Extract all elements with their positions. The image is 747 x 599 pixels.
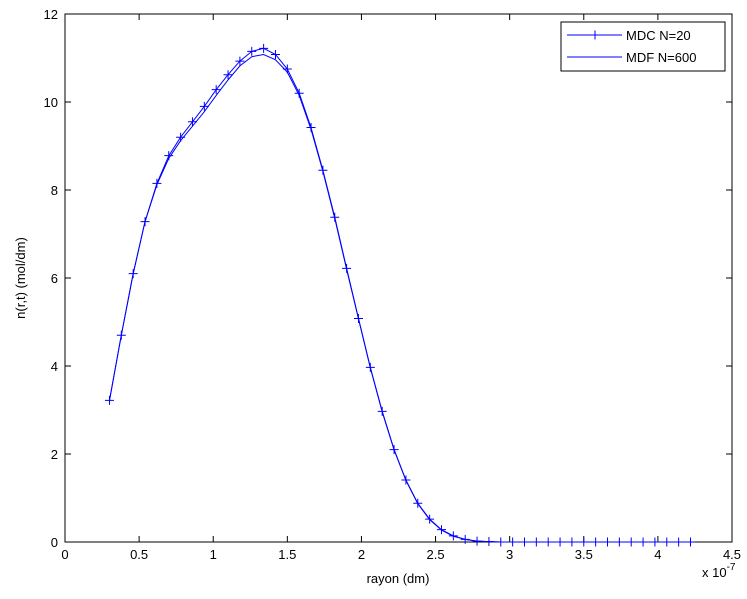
x-axis-label: rayon (dm) bbox=[367, 571, 430, 586]
x-tick-label: 3 bbox=[506, 547, 513, 562]
data-point-marker bbox=[104, 395, 114, 405]
x-tick-label: 4 bbox=[654, 547, 661, 562]
legend-label-mdf: MDF N=600 bbox=[626, 50, 696, 65]
x-tick-label: 4.5 bbox=[723, 547, 741, 562]
data-point-marker bbox=[152, 178, 162, 188]
x-tick-label: 2.5 bbox=[427, 547, 445, 562]
x-multiplier-exponent: -7 bbox=[727, 562, 736, 573]
x-tick-label: 0 bbox=[61, 547, 68, 562]
y-tick-label: 8 bbox=[51, 183, 58, 198]
y-tick-label: 4 bbox=[51, 359, 58, 374]
legend-marker-mdc bbox=[590, 30, 600, 40]
data-point-marker bbox=[259, 43, 269, 53]
x-multiplier-base: x 10 bbox=[702, 565, 727, 580]
axis-ticks: 0 0.5 1 1.5 2 2.5 3 3.5 4 4.5 0 2 4 6 8 10 12 bbox=[44, 7, 742, 562]
series-line-mdf bbox=[109, 53, 691, 543]
data-point-marker bbox=[223, 70, 233, 80]
x-multiplier-label: x 10-7 bbox=[702, 562, 736, 580]
legend-label-mdc: MDC N=20 bbox=[626, 28, 691, 43]
y-tick-label: 10 bbox=[44, 95, 58, 110]
data-point-marker bbox=[247, 46, 257, 56]
y-tick-label: 2 bbox=[51, 447, 58, 462]
y-tick-label: 0 bbox=[51, 535, 58, 550]
legend-box bbox=[560, 21, 726, 72]
data-point-marker bbox=[270, 49, 280, 59]
x-tick-label: 0.5 bbox=[130, 547, 148, 562]
data-point-marker bbox=[235, 56, 245, 66]
legend: MDC N=20 MDF N=600 bbox=[560, 21, 726, 72]
x-tick-label: 2 bbox=[358, 547, 365, 562]
x-tick-label: 1.5 bbox=[278, 547, 296, 562]
x-tick-label: 1 bbox=[210, 547, 217, 562]
y-tick-label: 12 bbox=[44, 7, 58, 22]
y-axis-label: n(r,t) (mol/dm) bbox=[13, 237, 28, 319]
y-tick-label: 6 bbox=[51, 271, 58, 286]
data-point-marker bbox=[199, 101, 209, 111]
plot-area bbox=[64, 13, 733, 543]
data-point-marker bbox=[211, 85, 221, 95]
series-layer bbox=[104, 43, 695, 547]
x-tick-label: 3.5 bbox=[575, 547, 593, 562]
